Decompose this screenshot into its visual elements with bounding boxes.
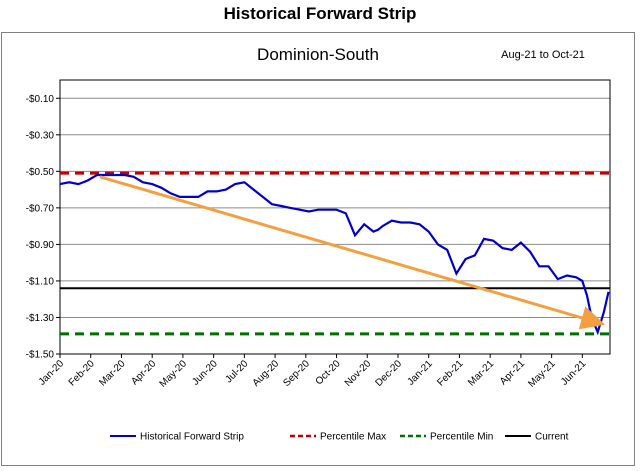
y-tick-label: -$1.10	[26, 276, 55, 287]
grid-lines	[60, 97, 610, 318]
x-tick-label: Mar-21	[466, 358, 496, 388]
y-tick-label: -$0.90	[26, 240, 55, 251]
x-tick-label: Aug-20	[251, 358, 282, 389]
y-axis: -$0.10 -$0.30 -$0.50 -$0.70 -$0.90 -$1.10 -$1.…	[26, 94, 60, 361]
range-label: Aug-21 to Oct-21	[501, 49, 585, 61]
x-tick-label: Apr-21	[498, 358, 527, 387]
chart-subtitle: Dominion-South	[257, 45, 379, 64]
x-tick-label: Jun-20	[190, 358, 220, 388]
x-tick-label: Jul-20	[223, 358, 250, 385]
x-tick-label: May-21	[526, 358, 558, 390]
legend-label: Percentile Max	[320, 432, 386, 443]
x-tick-label: Nov-20	[343, 358, 374, 389]
legend-label: Percentile Min	[430, 432, 493, 443]
y-tick-label: -$1.50	[26, 350, 55, 361]
x-tick-label: May-20	[158, 358, 190, 390]
x-tick-label: Oct-20	[314, 358, 343, 387]
y-tick-label: -$0.50	[26, 167, 55, 178]
x-tick-label: Feb-21	[435, 358, 465, 388]
x-tick-label: Mar-20	[97, 358, 127, 388]
x-tick-label: Jan-20	[37, 358, 67, 388]
legend-label: Historical Forward Strip	[140, 432, 244, 443]
plot-area-border	[59, 79, 611, 355]
y-tick-label: -$0.30	[26, 130, 55, 141]
x-tick-label: Sep-20	[281, 358, 312, 389]
x-tick-label: Apr-20	[129, 358, 158, 387]
trend-arrow	[99, 175, 606, 330]
x-tick-label: Feb-20	[67, 358, 97, 388]
series-line-historical-forward-strip	[59, 173, 610, 336]
y-tick-label: -$1.30	[26, 313, 55, 324]
x-tick-label: Jan-21	[405, 358, 435, 388]
legend: Historical Forward Strip Percentile Max Pe…	[110, 432, 569, 443]
y-tick-label: -$0.70	[26, 203, 55, 214]
chart-title: Historical Forward Strip	[223, 4, 417, 23]
x-axis: Jan-20 Feb-20 Mar-20 Apr-20 May-20 Jun-20 Jul-…	[37, 354, 589, 390]
x-tick-label: Dec-20	[374, 358, 405, 389]
x-tick-label: Jun-21	[559, 358, 589, 388]
legend-label: Current	[535, 432, 569, 443]
y-tick-label: -$0.10	[26, 94, 55, 105]
chart-area	[1, 32, 635, 466]
reference-lines	[60, 171, 610, 336]
